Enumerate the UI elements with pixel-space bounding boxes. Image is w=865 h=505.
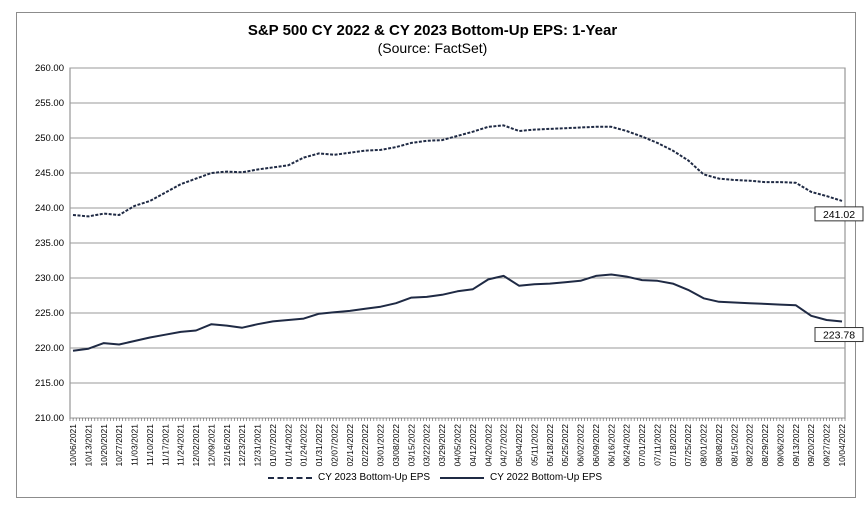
x-tick-label: 03/01/2022 bbox=[376, 424, 386, 467]
x-tick-label: 07/01/2022 bbox=[637, 424, 647, 467]
x-tick-label: 07/25/2022 bbox=[683, 424, 693, 467]
x-tick-label: 12/23/2021 bbox=[237, 424, 247, 467]
end-label-box bbox=[814, 327, 864, 343]
y-tick-label: 225.00 bbox=[35, 308, 64, 319]
x-tick-label: 11/10/2021 bbox=[145, 424, 155, 466]
chart-title: S&P 500 CY 2022 & CY 2023 Bottom-Up EPS:… bbox=[247, 22, 618, 39]
x-tick-label: 10/13/2021 bbox=[83, 424, 93, 467]
x-tick-label: 06/02/2022 bbox=[576, 424, 586, 467]
x-tick-label: 10/20/2021 bbox=[99, 424, 109, 467]
chart-subtitle: (Source: FactSet) bbox=[377, 40, 488, 56]
x-tick-label: 04/05/2022 bbox=[453, 424, 463, 467]
x-tick-label: 03/15/2022 bbox=[406, 424, 416, 467]
x-tick-label: 04/20/2022 bbox=[483, 424, 493, 467]
x-tick-label: 05/11/2022 bbox=[529, 424, 539, 466]
x-tick-label: 02/07/2022 bbox=[329, 424, 339, 467]
x-tick-label: 12/16/2021 bbox=[222, 424, 232, 467]
x-tick-label: 02/14/2022 bbox=[345, 424, 355, 467]
x-tick-label: 01/14/2022 bbox=[283, 424, 293, 467]
x-tick-label: 02/22/2022 bbox=[360, 424, 370, 467]
x-tick-label: 12/02/2021 bbox=[191, 424, 201, 467]
x-tick-label: 05/25/2022 bbox=[560, 424, 570, 467]
legend-solid-line-icon bbox=[440, 476, 484, 479]
x-tick-label: 08/01/2022 bbox=[699, 424, 709, 467]
y-tick-label: 245.00 bbox=[35, 168, 64, 179]
x-tick-label: 06/24/2022 bbox=[622, 424, 632, 467]
x-tick-label: 01/24/2022 bbox=[299, 424, 309, 467]
x-tick-label: 12/09/2021 bbox=[206, 424, 216, 467]
x-tick-label: 06/09/2022 bbox=[591, 424, 601, 467]
series-line-cy2023 bbox=[72, 124, 843, 218]
x-tick-label: 05/18/2022 bbox=[545, 424, 555, 467]
end-value-label: 223.78 bbox=[823, 330, 855, 342]
legend-label-cy2023: CY 2023 Bottom-Up EPS bbox=[318, 472, 431, 483]
x-tick-label: 03/29/2022 bbox=[437, 424, 447, 467]
legend-label-cy2022: CY 2022 Bottom-Up EPS bbox=[490, 472, 603, 483]
x-tick-label: 09/06/2022 bbox=[775, 424, 785, 467]
legend-dashed-line-icon bbox=[268, 476, 312, 479]
x-tick-label: 07/11/2022 bbox=[652, 424, 662, 466]
x-tick-label: 11/24/2021 bbox=[176, 424, 186, 466]
x-tick-label: 11/03/2021 bbox=[130, 424, 140, 466]
y-tick-label: 250.00 bbox=[35, 133, 64, 144]
series-line-cy2022 bbox=[72, 273, 843, 352]
y-tick-label: 215.00 bbox=[35, 378, 64, 389]
x-tick-label: 09/27/2022 bbox=[822, 424, 832, 467]
x-tick-label: 11/17/2021 bbox=[160, 424, 170, 466]
x-tick-label: 10/04/2022 bbox=[837, 424, 847, 467]
legend-item-cy2023: CY 2023 Bottom-Up EPS bbox=[268, 472, 430, 483]
x-tick-label: 10/27/2021 bbox=[114, 424, 124, 467]
y-tick-label: 235.00 bbox=[35, 238, 64, 249]
x-tick-label: 03/22/2022 bbox=[422, 424, 432, 467]
x-tick-label: 10/06/2021 bbox=[68, 424, 78, 467]
x-tick-label: 07/18/2022 bbox=[668, 424, 678, 467]
end-label-box bbox=[814, 206, 864, 222]
x-tick-label: 09/20/2022 bbox=[806, 424, 816, 467]
x-tick-label: 08/29/2022 bbox=[760, 424, 770, 467]
y-tick-label: 210.00 bbox=[35, 413, 64, 424]
x-tick-label: 05/04/2022 bbox=[514, 424, 524, 467]
y-tick-label: 230.00 bbox=[35, 273, 64, 284]
x-tick-label: 04/27/2022 bbox=[499, 424, 509, 467]
x-tick-label: 08/22/2022 bbox=[745, 424, 755, 467]
x-tick-label: 01/07/2022 bbox=[268, 424, 278, 467]
y-tick-label: 260.00 bbox=[35, 63, 64, 74]
y-tick-label: 255.00 bbox=[35, 98, 64, 109]
x-tick-label: 06/16/2022 bbox=[606, 424, 616, 467]
x-tick-label: 04/12/2022 bbox=[468, 424, 478, 467]
x-tick-label: 12/31/2021 bbox=[253, 424, 263, 467]
x-tick-label: 09/13/2022 bbox=[791, 424, 801, 467]
end-value-label: 241.02 bbox=[823, 209, 855, 221]
y-tick-label: 240.00 bbox=[35, 203, 64, 214]
x-tick-label: 08/08/2022 bbox=[714, 424, 724, 467]
chart-frame bbox=[16, 12, 856, 498]
x-tick-label: 01/31/2022 bbox=[314, 424, 324, 467]
x-tick-label: 03/08/2022 bbox=[391, 424, 401, 467]
legend-item-cy2022: CY 2022 Bottom-Up EPS bbox=[440, 472, 602, 483]
y-tick-label: 220.00 bbox=[35, 343, 64, 354]
x-tick-label: 08/15/2022 bbox=[729, 424, 739, 467]
